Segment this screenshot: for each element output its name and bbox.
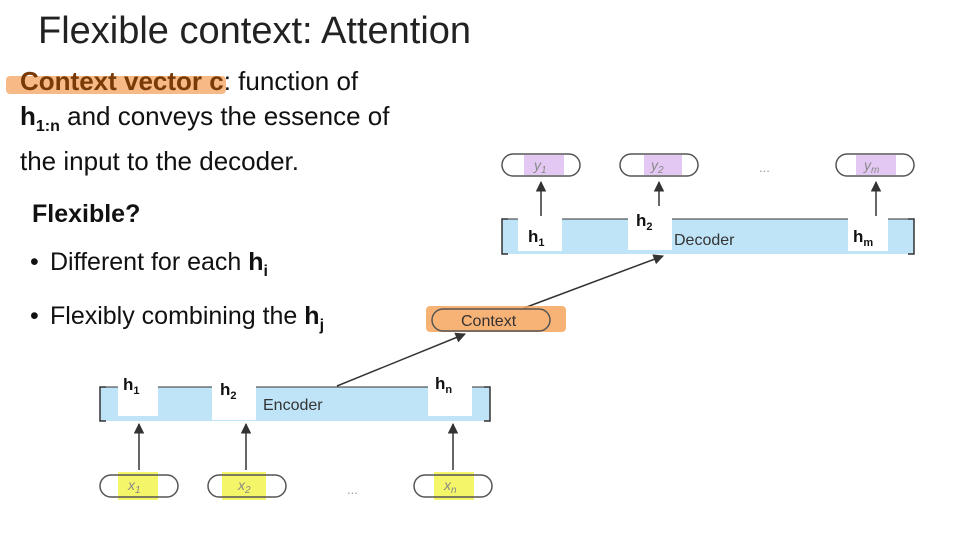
definition-after-term: : function of bbox=[223, 66, 359, 96]
input-token-xn: xn bbox=[413, 472, 493, 500]
output-token-y2: y2 bbox=[619, 153, 699, 177]
h-symbol: hi bbox=[248, 248, 268, 280]
svg-text:y2: y2 bbox=[650, 157, 664, 176]
decoder-label: Decoder bbox=[674, 232, 735, 249]
encoder-label: Encoder bbox=[263, 397, 323, 414]
bullet-dot: • bbox=[30, 302, 39, 330]
decoder-hm-label: hm bbox=[853, 227, 873, 249]
h-range-symbol: h1:n bbox=[20, 101, 60, 136]
context-node: Context bbox=[426, 306, 566, 332]
slide-title: Flexible context: Attention bbox=[38, 10, 472, 52]
bullet-item: • Different for each hi bbox=[30, 240, 324, 294]
input-token-x2: x2 bbox=[207, 472, 287, 500]
encoder-inputs: x1 x2 ... xn bbox=[99, 472, 493, 500]
bullet-dot: • bbox=[30, 248, 39, 276]
encoder-h1-label: h1 bbox=[123, 375, 140, 397]
svg-text:ym: ym bbox=[863, 157, 879, 176]
svg-text:x1: x1 bbox=[127, 477, 141, 496]
context-to-decoder-arrow bbox=[523, 254, 664, 309]
decoder-outputs: y1 y2 ... ym bbox=[501, 153, 915, 177]
context-vector-term: Context vector c bbox=[6, 66, 226, 96]
decoder-h1-label: h1 bbox=[528, 227, 545, 249]
svg-text:x2: x2 bbox=[237, 477, 251, 496]
encoder-ellipsis: ... bbox=[347, 482, 358, 497]
decoder-ellipsis: ... bbox=[759, 160, 770, 175]
bullet-item: • Flexibly combining the hj bbox=[30, 294, 324, 348]
input-token-x1: x1 bbox=[99, 472, 179, 500]
bullet-list: • Different for each hi • Flexibly combini… bbox=[30, 240, 324, 348]
output-token-ym: ym bbox=[835, 153, 915, 177]
definition-line3: the input to the decoder. bbox=[20, 146, 299, 177]
flexible-heading: Flexible? bbox=[32, 200, 141, 228]
output-token-y1: y1 bbox=[501, 153, 581, 177]
encoder-band: Encoder h1 h2 hn bbox=[99, 374, 491, 422]
definition-line2: and conveys the essence of bbox=[59, 101, 390, 131]
h-symbol: hj bbox=[304, 302, 325, 334]
context-definition: Context vector c: function of h1:n and c… bbox=[6, 64, 440, 179]
svg-text:y1: y1 bbox=[533, 157, 547, 176]
context-label: Context bbox=[461, 313, 517, 330]
svg-text:xn: xn bbox=[443, 477, 457, 496]
decoder-h2-label: h2 bbox=[636, 211, 653, 233]
encoder-hn-label: hn bbox=[435, 374, 452, 396]
encoder-h2-label: h2 bbox=[220, 380, 237, 402]
decoder-band: Decoder h1 h2 hm bbox=[501, 206, 915, 255]
encoder-to-context-arrow bbox=[336, 332, 466, 387]
